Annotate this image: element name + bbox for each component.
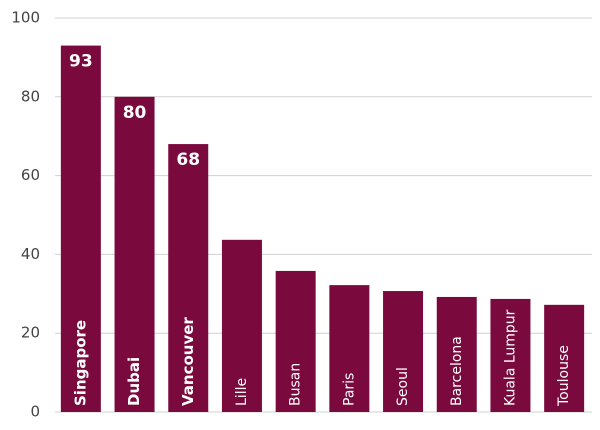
y-tick-label: 20: [21, 324, 40, 342]
bar: [221, 239, 262, 412]
y-tick-label: 60: [21, 166, 40, 184]
value-label: 80: [123, 103, 147, 123]
category-label: Lille: [234, 378, 250, 406]
bar: [490, 298, 531, 412]
bar: [275, 270, 316, 412]
bar: [168, 144, 209, 412]
bar: [383, 291, 424, 412]
category-label: Barcelona: [449, 336, 465, 406]
category-label: Dubai: [125, 357, 143, 406]
bar: [60, 45, 101, 413]
category-label: Busan: [288, 363, 304, 406]
y-tick-label: 0: [30, 403, 40, 421]
y-tick-label: 80: [21, 87, 40, 105]
y-tick-label: 40: [21, 245, 40, 263]
category-label: Seoul: [395, 367, 411, 406]
bar: [436, 296, 477, 412]
category-label: Toulouse: [556, 345, 572, 407]
category-label: Vancouver: [179, 317, 197, 406]
bar: [114, 96, 155, 413]
value-label: 93: [69, 52, 93, 72]
y-tick-label: 100: [11, 9, 40, 27]
value-label: 68: [176, 150, 200, 170]
category-label: Paris: [341, 373, 357, 406]
category-label: Kuala Lumpur: [502, 309, 518, 406]
bar: [544, 304, 585, 412]
category-label: Singapore: [71, 320, 89, 406]
bar: [329, 285, 370, 412]
